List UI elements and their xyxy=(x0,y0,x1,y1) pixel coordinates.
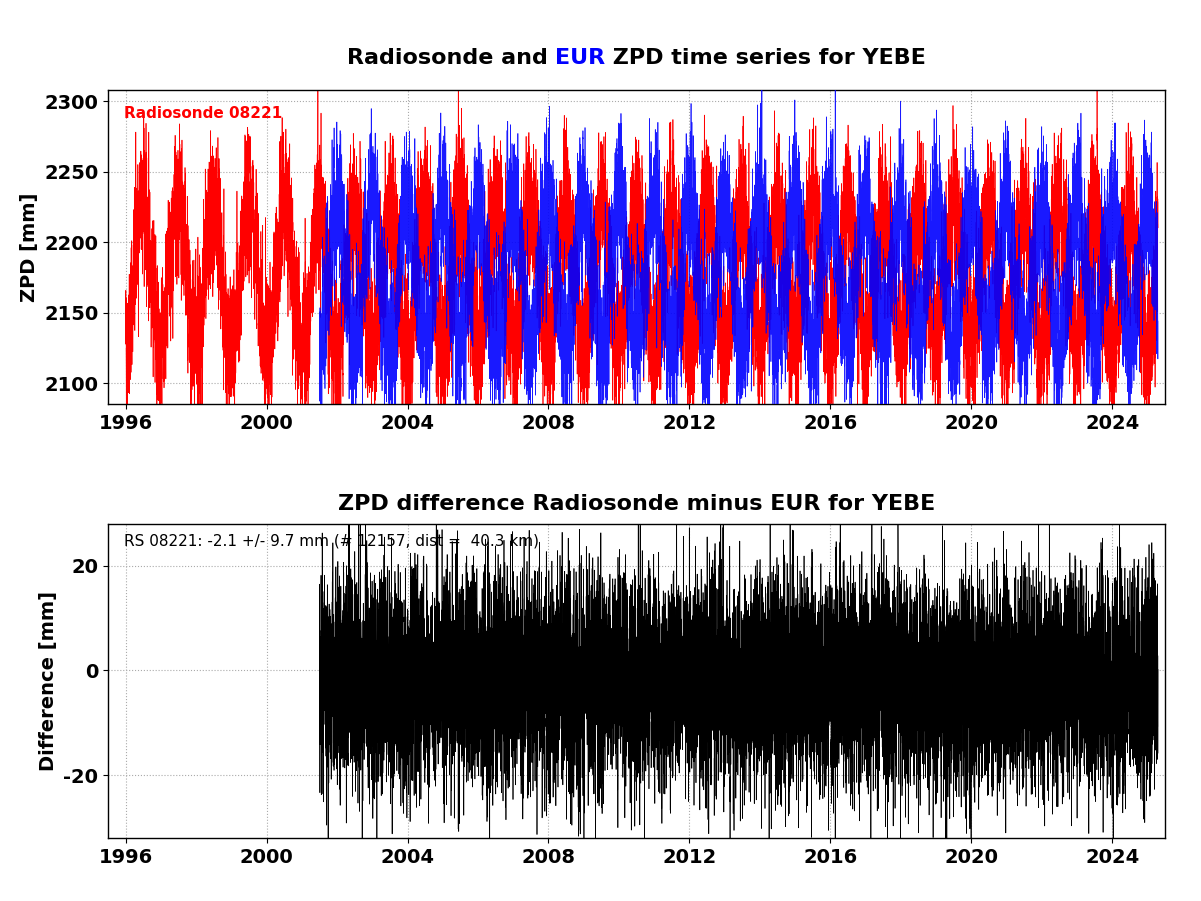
Y-axis label: ZPD [mm]: ZPD [mm] xyxy=(19,193,38,302)
Y-axis label: Difference [mm]: Difference [mm] xyxy=(38,591,58,771)
Title: ZPD difference Radiosonde minus EUR for YEBE: ZPD difference Radiosonde minus EUR for … xyxy=(337,494,936,514)
Text: EUR: EUR xyxy=(555,48,605,68)
Text: Radiosonde 08221: Radiosonde 08221 xyxy=(124,105,282,121)
Text: Radiosonde and: Radiosonde and xyxy=(347,48,555,68)
Text: RS 08221: -2.1 +/- 9.7 mm (# 12157, dist =  40.3 km): RS 08221: -2.1 +/- 9.7 mm (# 12157, dist… xyxy=(124,533,539,548)
Text: ZPD time series for YEBE: ZPD time series for YEBE xyxy=(605,48,926,68)
